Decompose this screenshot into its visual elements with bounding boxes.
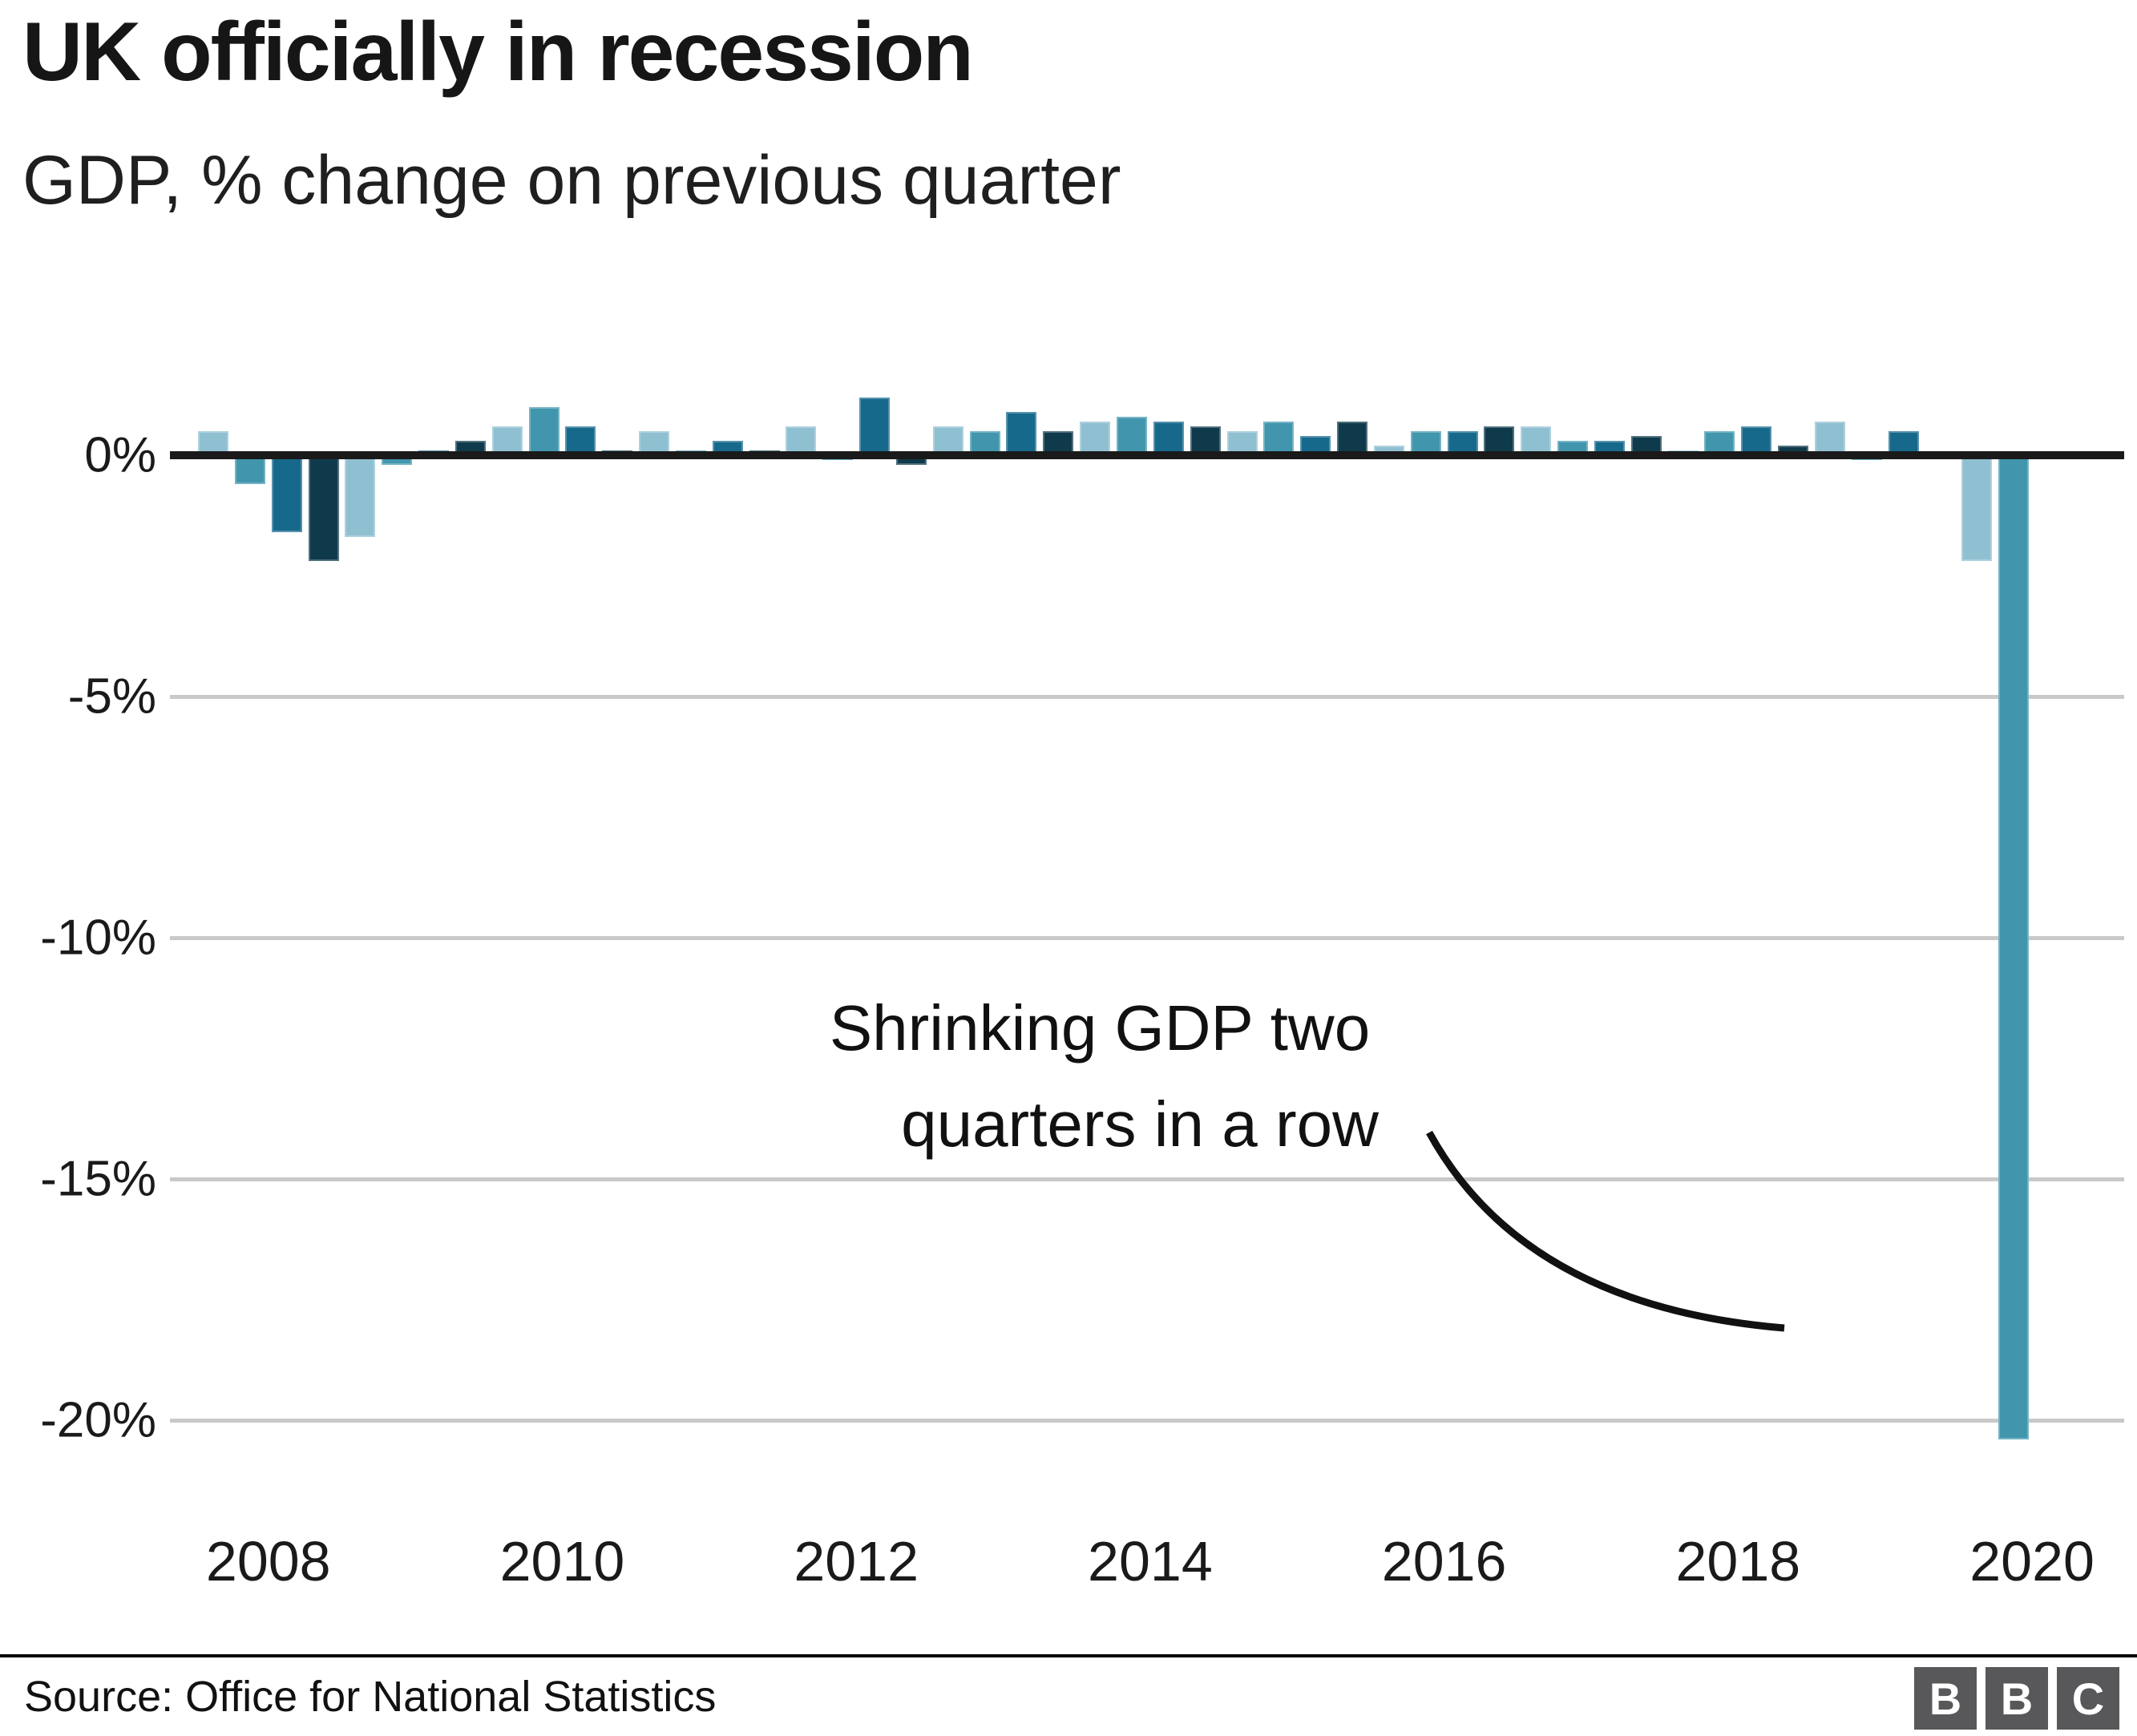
bar-2008-q2	[234, 455, 265, 485]
annotation-line-2: quarters in a row	[901, 1088, 1379, 1160]
y-tick--15%: -15%	[40, 1151, 156, 1207]
bbc-logo-square-b: B	[1914, 1667, 1977, 1730]
bbc-logo-square-c: C	[2057, 1667, 2119, 1730]
zero-baseline	[170, 451, 2124, 459]
y-tick--20%: -20%	[40, 1392, 156, 1448]
bbc-logo-square-b: B	[1986, 1667, 2048, 1730]
y-tick--5%: -5%	[67, 668, 156, 725]
gridline--10%	[170, 936, 2124, 940]
gridline--20%	[170, 1419, 2124, 1423]
bar-2014-q4	[1190, 426, 1221, 455]
gridline--15%	[170, 1177, 2124, 1181]
bar-2008-q3	[271, 455, 302, 533]
chart-subtitle: GDP, % change on previous quarter	[22, 142, 1121, 219]
annotation-line-1: Shrinking GDP two	[829, 992, 1371, 1064]
y-tick-0%: 0%	[84, 427, 156, 483]
bar-2016-q2	[1410, 430, 1441, 455]
x-tick-2020: 2020	[1969, 1530, 2095, 1593]
bar-2013-q1	[932, 426, 963, 455]
bar-2015-q1	[1226, 430, 1258, 455]
x-tick-2008: 2008	[205, 1530, 331, 1593]
page-title: UK officially in recession	[22, 6, 974, 99]
bar-2016-q3	[1447, 430, 1478, 455]
annotation-text: Shrinking GDP two quarters in a row	[829, 980, 1379, 1173]
bar-2008-q4	[308, 455, 339, 562]
x-tick-2014: 2014	[1088, 1530, 1213, 1593]
x-tick-2010: 2010	[499, 1530, 625, 1593]
x-tick-2016: 2016	[1381, 1530, 1507, 1593]
bar-2020-q1	[1961, 455, 1993, 562]
bar-2012-q3	[859, 397, 891, 455]
footer-divider	[0, 1654, 2137, 1657]
bar-2014-q3	[1153, 421, 1184, 455]
source-credit: Source: Office for National Statistics	[24, 1673, 717, 1721]
x-tick-2018: 2018	[1675, 1530, 1801, 1593]
bar-2018-q3	[1741, 426, 1772, 455]
x-tick-2012: 2012	[794, 1530, 919, 1593]
bar-2018-q2	[1704, 430, 1735, 455]
y-tick--10%: -10%	[40, 910, 156, 966]
bar-2015-q2	[1263, 421, 1295, 455]
bar-2013-q2	[969, 430, 1000, 455]
bar-2014-q1	[1080, 421, 1111, 455]
bar-2013-q4	[1043, 430, 1074, 455]
bar-2016-q4	[1484, 426, 1515, 455]
bar-2020-q2	[1998, 455, 2030, 1440]
bar-2009-q1	[345, 455, 376, 538]
gridline--5%	[170, 695, 2124, 699]
